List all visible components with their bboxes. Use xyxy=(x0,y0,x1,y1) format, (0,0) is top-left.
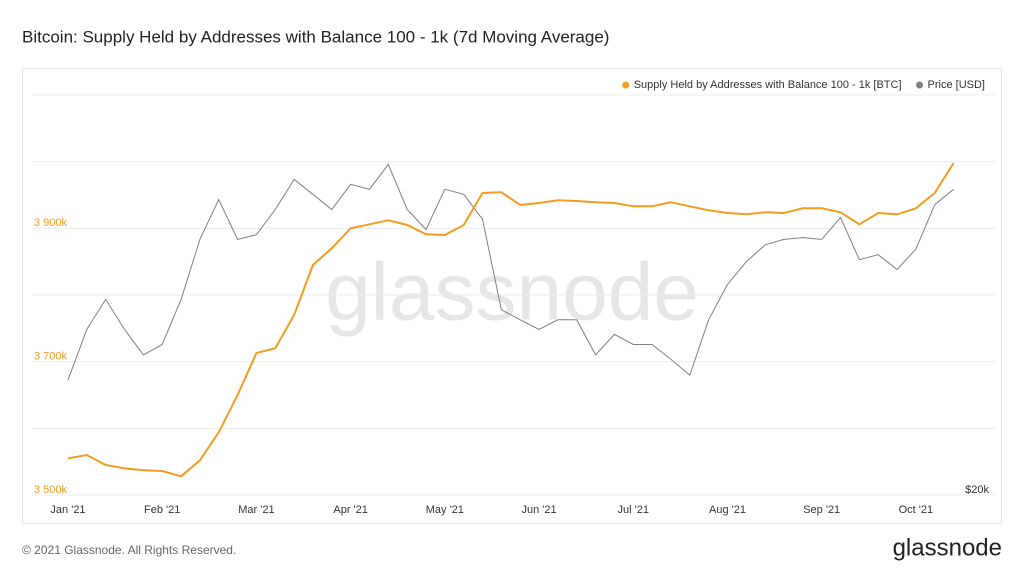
x-tick-label: Jun '21 xyxy=(521,504,556,516)
x-tick-label: Jan '21 xyxy=(50,504,85,516)
y-tick-label: 3 900k xyxy=(34,217,68,229)
legend-label: Price [USD] xyxy=(928,79,985,91)
legend-label: Supply Held by Addresses with Balance 10… xyxy=(634,79,902,91)
y-tick-label: 3 500k xyxy=(34,484,68,496)
x-tick-label: Apr '21 xyxy=(333,504,368,516)
x-tick-label: Oct '21 xyxy=(899,504,934,516)
chart-frame xyxy=(22,68,1002,524)
series-line xyxy=(67,162,955,478)
watermark: glassnode xyxy=(325,247,699,338)
copyright: © 2021 Glassnode. All Rights Reserved. xyxy=(22,543,236,557)
x-tick-label: Jul '21 xyxy=(618,504,649,516)
x-tick-label: Sep '21 xyxy=(803,504,840,516)
legend-swatch xyxy=(622,81,630,89)
x-tick-label: Feb '21 xyxy=(144,504,180,516)
chart-title: Bitcoin: Supply Held by Addresses with B… xyxy=(22,27,609,46)
x-tick-label: Aug '21 xyxy=(709,504,746,516)
x-tick-label: Mar '21 xyxy=(238,504,274,516)
legend-swatch xyxy=(916,81,924,89)
x-tick-label: May '21 xyxy=(426,504,464,516)
logo: glassnode xyxy=(893,534,1002,561)
series-line xyxy=(67,163,954,381)
y-tick-label: 3 700k xyxy=(34,351,68,363)
y2-tick-label: $20k xyxy=(965,484,989,496)
